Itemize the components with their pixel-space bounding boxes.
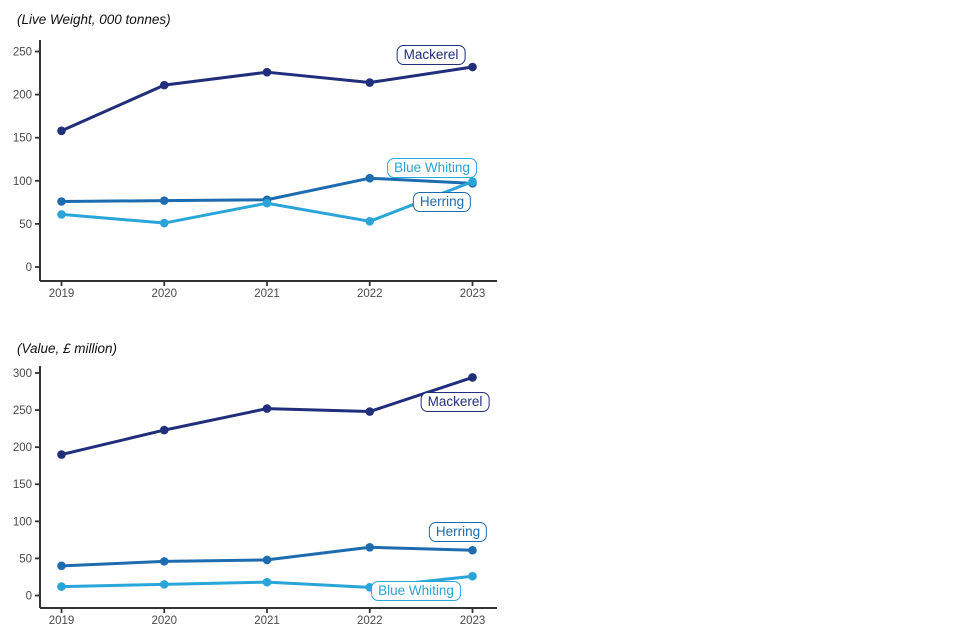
x-tick-label: 2022 [357, 615, 383, 627]
data-point-blue-whiting-2020 [159, 218, 169, 228]
data-point-blue-whiting-2021 [262, 198, 272, 208]
x-tick-label: 2021 [254, 288, 280, 300]
x-tick-label: 2019 [49, 288, 75, 300]
data-point-herring-2019 [57, 561, 66, 571]
y-tick-label: 150 [13, 479, 32, 491]
series-label-blue-whiting-value: Blue Whiting [371, 581, 461, 601]
series-label-herring-weight: Herring [412, 192, 472, 212]
data-point-mackerel-2019 [57, 450, 66, 459]
data-point-blue-whiting-2023 [468, 571, 477, 581]
data-point-herring-2023 [468, 545, 477, 555]
data-point-herring-2020 [159, 557, 169, 566]
data-point-mackerel-2019 [57, 126, 66, 136]
data-point-mackerel-2020 [159, 80, 169, 90]
data-point-blue-whiting-2020 [159, 580, 169, 589]
series-label-herring-value: Herring [428, 522, 488, 542]
series-line-mackerel [60, 375, 474, 457]
y-tick-label: 50 [19, 553, 32, 565]
data-point-mackerel-2023 [468, 62, 477, 72]
data-point-herring-2022 [365, 542, 375, 552]
y-tick-label: 200 [13, 442, 32, 454]
data-point-blue-whiting-2023 [468, 177, 477, 186]
data-point-herring-2022 [365, 173, 375, 183]
live-weight-chart-title: (Live Weight, 000 tonnes) [17, 12, 171, 27]
data-point-mackerel-2020 [159, 425, 169, 435]
series-line-mackerel [60, 65, 474, 133]
live-weight-plot: 0 50 100 150 200 250 2019 2020 2021 2022 2023 [13, 40, 497, 300]
x-tick-label: 2023 [460, 288, 486, 300]
x-tick-label: 2020 [151, 615, 177, 627]
data-point-blue-whiting-2019 [57, 210, 66, 219]
x-tick-label: 2023 [460, 615, 486, 627]
y-tick-label: 100 [13, 516, 32, 528]
data-point-mackerel-2022 [365, 78, 375, 87]
y-tick-label: 0 [26, 591, 32, 603]
data-point-herring-2019 [57, 197, 66, 206]
series-label-mackerel-weight: Mackerel [396, 45, 466, 65]
x-tick-label: 2019 [49, 615, 75, 627]
value-chart-title: (Value, £ million) [17, 341, 118, 356]
y-tick-label: 150 [13, 133, 32, 145]
data-point-blue-whiting-2019 [57, 582, 66, 591]
y-tick-label: 250 [13, 47, 32, 59]
data-point-mackerel-2023 [468, 373, 477, 382]
data-point-mackerel-2021 [262, 404, 272, 413]
data-point-herring-2021 [262, 555, 272, 565]
x-tick-label: 2021 [254, 615, 280, 627]
y-tick-label: 300 [13, 368, 32, 380]
data-point-blue-whiting-2021 [262, 577, 272, 587]
data-point-mackerel-2021 [262, 67, 272, 77]
data-point-mackerel-2022 [365, 407, 375, 416]
x-tick-label: 2022 [357, 288, 383, 300]
y-tick-label: 0 [26, 262, 32, 274]
y-tick-label: 100 [13, 176, 32, 188]
series-label-mackerel-value: Mackerel [420, 392, 490, 412]
live-weight-chart: (Live Weight, 000 tonnes) 0 50 100 150 200 25… [0, 0, 520, 310]
data-point-blue-whiting-2022 [365, 217, 375, 226]
data-point-herring-2020 [159, 196, 169, 205]
x-tick-label: 2020 [151, 288, 177, 300]
y-tick-label: 250 [13, 405, 32, 417]
y-tick-label: 50 [19, 219, 32, 231]
value-chart: (Value, £ million) 0 50 100 150 200 250 300 201… [0, 330, 520, 640]
y-tick-label: 200 [13, 90, 32, 102]
series-label-blue-whiting-weight: Blue Whiting [387, 158, 477, 178]
